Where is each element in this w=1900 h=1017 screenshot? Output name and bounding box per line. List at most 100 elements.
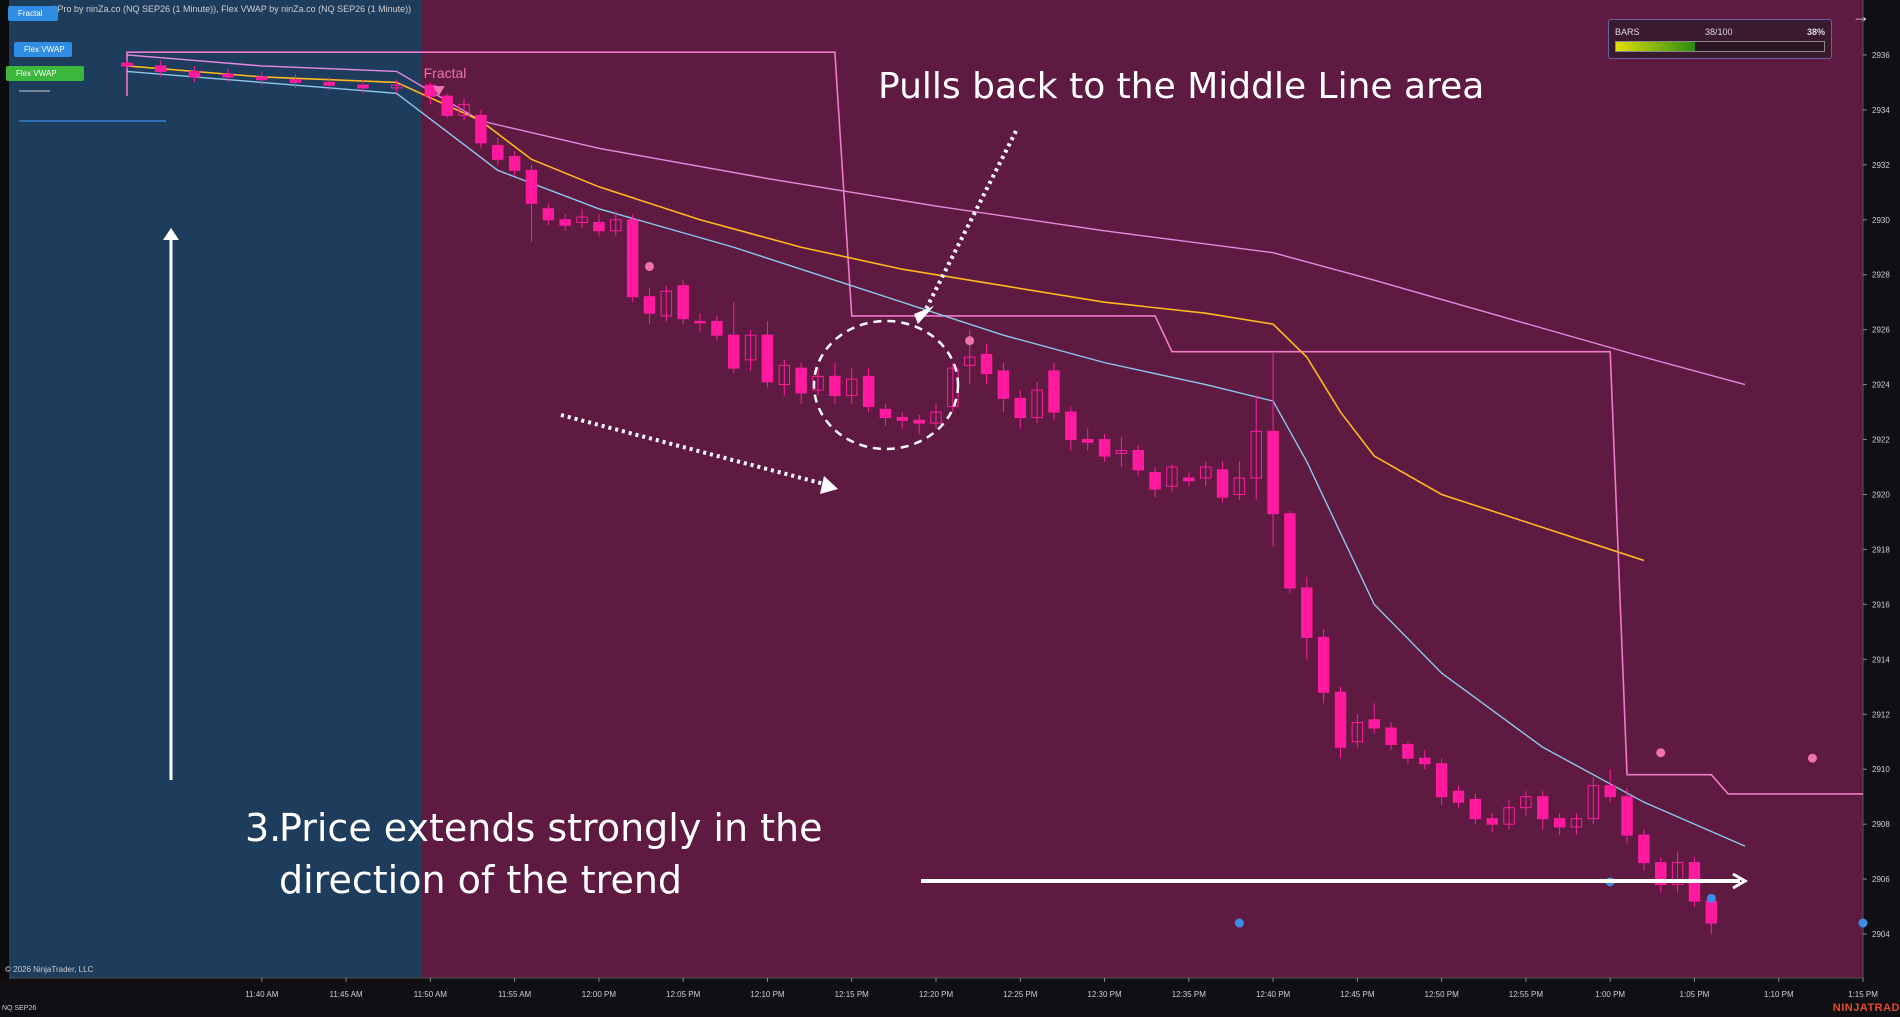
candle: [1166, 464, 1178, 492]
candle: [1149, 467, 1161, 498]
x-tick-label: 12:50 PM: [1425, 990, 1460, 999]
candle-body: [980, 353, 993, 375]
candle: [525, 164, 538, 242]
candle-body: [492, 145, 504, 160]
candle-body: [1250, 430, 1262, 479]
x-tick-label: 12:55 PM: [1509, 990, 1544, 999]
candle: [1570, 813, 1583, 836]
candle: [1638, 829, 1650, 871]
candle-body: [643, 296, 656, 314]
candle: [256, 71, 268, 86]
candle-body: [829, 375, 841, 397]
candle: [559, 214, 571, 231]
candle: [441, 93, 453, 119]
candle-body: [1705, 900, 1718, 924]
candle: [795, 362, 807, 404]
candle: [846, 368, 858, 404]
candle: [1351, 714, 1364, 748]
candle-body: [896, 417, 909, 421]
candle: [1216, 461, 1229, 503]
candle-body: [1301, 587, 1313, 638]
candle: [390, 79, 403, 94]
indicator-tag-fractal[interactable]: Fractal: [8, 6, 58, 21]
candle: [694, 313, 706, 333]
y-tick-label: 2916: [1872, 600, 1890, 609]
x-tick-label: 11:50 AM: [414, 990, 448, 999]
candle-body: [1199, 466, 1212, 479]
candle-body: [1537, 796, 1549, 820]
candle-body: [1233, 477, 1246, 495]
candle: [1065, 406, 1077, 451]
y-tick-label: 2924: [1872, 381, 1890, 390]
candle: [1402, 741, 1414, 764]
candle: [593, 214, 605, 237]
candle: [508, 151, 521, 176]
candle-body: [1435, 763, 1448, 798]
y-tick-label: 2930: [1872, 216, 1890, 225]
candle: [1537, 791, 1549, 830]
candle: [1671, 851, 1684, 893]
annotation-extend-line2: direction of the trend: [279, 858, 683, 902]
x-tick-label: 12:40 PM: [1256, 990, 1291, 999]
candle: [475, 109, 487, 149]
candle: [896, 412, 909, 429]
candle: [829, 362, 841, 404]
fractal-triangle-icon: [432, 86, 445, 96]
pink-step-line: [126, 51, 1863, 795]
x-tick-label: 1:15 PM: [1848, 990, 1878, 999]
x-tick-label: 12:25 PM: [1003, 990, 1038, 999]
price-axis-panel: [1863, 0, 1900, 978]
indicator-tag-flex-vwap-green[interactable]: Flex VWAP: [6, 66, 84, 81]
candle: [1452, 785, 1465, 808]
candle: [1014, 390, 1026, 429]
y-tick-label: 2934: [1872, 106, 1890, 115]
candle: [677, 280, 689, 325]
scroll-right-arrow-icon[interactable]: →: [1852, 6, 1870, 26]
fractal-down-marker: [1234, 918, 1244, 928]
candle-body: [862, 375, 875, 408]
candle: [1604, 769, 1616, 803]
candle: [1183, 472, 1195, 487]
candle: [930, 403, 942, 429]
candle-body: [188, 70, 201, 78]
session-shade: [9, 0, 422, 978]
candle-body: [1368, 719, 1380, 729]
x-tick-label: 11:45 AM: [329, 990, 363, 999]
candle-body: [593, 222, 605, 232]
candle: [222, 68, 234, 83]
annotation-step-number: 3.: [245, 806, 282, 850]
candle: [576, 208, 588, 229]
candle: [1419, 749, 1431, 770]
candle: [188, 65, 201, 83]
candle: [357, 79, 369, 94]
candle-body: [1621, 796, 1633, 836]
y-tick-label: 2906: [1872, 875, 1890, 884]
horizontal-arrow-head-icon: [1732, 872, 1748, 890]
candle-body: [744, 334, 757, 361]
candle: [1587, 777, 1600, 825]
y-tick-label: 2926: [1872, 326, 1890, 335]
x-tick-label: 1:00 PM: [1595, 990, 1625, 999]
candle: [1301, 576, 1313, 660]
candle: [778, 359, 791, 396]
candle-body: [1132, 450, 1144, 471]
dotted-arrow-pullback-head-icon: [914, 306, 934, 324]
bars-count: 38/100: [1705, 27, 1733, 37]
candle: [761, 321, 774, 388]
x-tick-label: 12:20 PM: [919, 990, 954, 999]
candle: [862, 368, 875, 413]
candle: [1520, 791, 1532, 816]
candle: [1385, 722, 1397, 750]
dotted-arrow-diagonal-head-icon: [820, 476, 838, 494]
candle-body: [1098, 439, 1111, 457]
candle: [1115, 436, 1128, 468]
y-tick-label: 2936: [1872, 51, 1890, 60]
candle-body: [694, 320, 706, 324]
indicator-tag-flex-vwap-blue[interactable]: Flex VWAP: [14, 42, 72, 57]
candle: [1317, 629, 1330, 704]
candle: [1267, 351, 1279, 547]
candle: [913, 414, 925, 435]
candle-body: [963, 356, 976, 366]
